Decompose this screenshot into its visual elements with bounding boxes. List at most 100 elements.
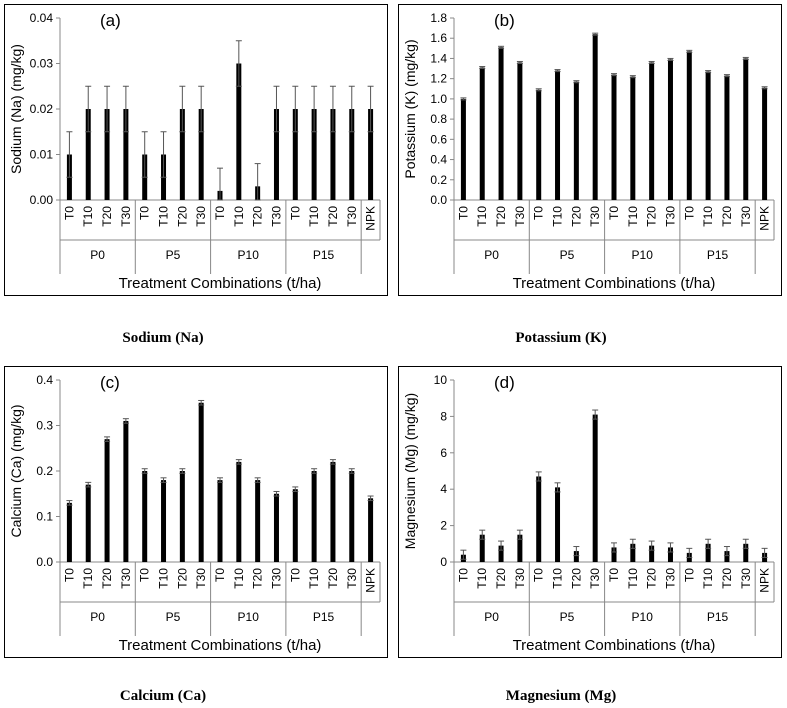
x-tick-label: T10 bbox=[81, 568, 95, 589]
y-tick-label: 0.02 bbox=[30, 102, 54, 116]
panel-label: (a) bbox=[100, 11, 121, 30]
bar bbox=[630, 76, 636, 200]
x-tick-label: T0 bbox=[532, 206, 546, 220]
x-tick-label: T20 bbox=[175, 206, 189, 227]
x-tick-label: T30 bbox=[513, 568, 527, 589]
x-tick-label: T20 bbox=[569, 206, 583, 227]
bar bbox=[311, 109, 317, 200]
x-tick-label: T0 bbox=[138, 206, 152, 220]
x-tick-label: T0 bbox=[138, 568, 152, 582]
bar bbox=[498, 47, 504, 201]
group-label: P5 bbox=[166, 610, 181, 624]
x-tick-label: NPK bbox=[364, 206, 378, 231]
group-label: P0 bbox=[484, 248, 499, 262]
y-tick-label: 8 bbox=[440, 409, 447, 423]
y-tick-label: 0.04 bbox=[30, 11, 54, 25]
bar bbox=[743, 58, 749, 200]
y-tick-label: 0 bbox=[440, 555, 447, 569]
bar bbox=[498, 545, 504, 562]
bar bbox=[66, 502, 72, 562]
x-tick-label: T0 bbox=[288, 568, 302, 582]
bar bbox=[273, 109, 279, 200]
y-tick-label: 0.4 bbox=[36, 373, 53, 387]
x-tick-label: T0 bbox=[62, 206, 76, 220]
chart-magnesium: 0 2 4 6 8 10 T0 T10 T20 T30 T0 T10 T20 T30 T0 T10 T20 T30… bbox=[398, 366, 782, 658]
x-tick-label: T20 bbox=[645, 206, 659, 227]
bar bbox=[536, 89, 542, 200]
bar bbox=[724, 75, 730, 200]
x-tick-label: T10 bbox=[701, 568, 715, 589]
x-tick-label: T30 bbox=[663, 568, 677, 589]
group-label: P10 bbox=[238, 248, 260, 262]
group-label: P10 bbox=[632, 610, 654, 624]
chart-calcium: 0.0 0.1 0.2 0.3 0.4 T0 T10 T20 T30 T0 T10 T20 T30 T0 T… bbox=[4, 366, 388, 658]
x-tick-label: T10 bbox=[307, 206, 321, 227]
group-label: P5 bbox=[560, 248, 575, 262]
group-label: P0 bbox=[90, 248, 105, 262]
x-tick-label: T0 bbox=[682, 206, 696, 220]
bar bbox=[142, 471, 148, 562]
bar bbox=[292, 109, 298, 200]
x-tick-label: T10 bbox=[551, 568, 565, 589]
bar bbox=[630, 543, 636, 562]
group-label: P0 bbox=[484, 610, 499, 624]
y-tick-label: 4 bbox=[440, 482, 447, 496]
x-tick-label: T0 bbox=[456, 206, 470, 220]
bar bbox=[368, 109, 374, 200]
x-tick-label: T20 bbox=[720, 568, 734, 589]
y-tick-label: 0.2 bbox=[36, 464, 53, 478]
bar bbox=[273, 493, 279, 562]
x-tick-label: NPK bbox=[758, 568, 772, 593]
bar bbox=[517, 62, 523, 200]
group-label: P15 bbox=[313, 248, 335, 262]
y-tick-label: 0.0 bbox=[36, 555, 53, 569]
y-tick-label: 10 bbox=[434, 373, 448, 387]
x-tick-label: T10 bbox=[626, 568, 640, 589]
group-label: P15 bbox=[707, 248, 729, 262]
x-tick-label: T10 bbox=[232, 206, 246, 227]
y-tick-label: 1.6 bbox=[430, 31, 447, 45]
x-tick-label: T30 bbox=[345, 206, 359, 227]
group-label: P10 bbox=[238, 610, 260, 624]
bar bbox=[161, 480, 167, 562]
bar bbox=[479, 67, 485, 200]
x-tick-label: T20 bbox=[569, 568, 583, 589]
x-tick-label: T0 bbox=[607, 206, 621, 220]
y-tick-label: 0.2 bbox=[430, 173, 447, 187]
bar bbox=[555, 487, 561, 562]
y-tick-label: 1.8 bbox=[430, 11, 447, 25]
bar bbox=[611, 547, 617, 562]
chart-frame bbox=[4, 4, 388, 296]
chart-potassium: 0.0 0.2 0.4 0.6 0.8 1.0 1.2 1.4 1.6 1.8 T0 T10 T20 T3… bbox=[398, 4, 782, 296]
bar bbox=[85, 484, 91, 562]
bar bbox=[762, 87, 768, 200]
x-tick-label: T20 bbox=[175, 568, 189, 589]
caption-potassium: Potassium (K) bbox=[515, 330, 607, 346]
x-tick-label: T30 bbox=[119, 206, 133, 227]
x-tick-label: T20 bbox=[251, 206, 265, 227]
bar bbox=[123, 420, 129, 562]
bar bbox=[573, 81, 579, 200]
bar bbox=[311, 471, 317, 562]
x-tick-label: T10 bbox=[157, 568, 171, 589]
x-tick-label: T20 bbox=[326, 206, 340, 227]
bar bbox=[179, 109, 185, 200]
y-tick-label: 0.1 bbox=[36, 510, 53, 524]
y-tick-label: 6 bbox=[440, 446, 447, 460]
bar bbox=[649, 545, 655, 562]
y-tick-label: 0.8 bbox=[430, 112, 447, 126]
x-tick-label: T10 bbox=[626, 206, 640, 227]
x-tick-label: T30 bbox=[663, 206, 677, 227]
caption-calcium: Calcium (Ca) bbox=[119, 688, 207, 704]
bar bbox=[592, 34, 598, 200]
group-label: P5 bbox=[166, 248, 181, 262]
x-tick-label: T0 bbox=[682, 568, 696, 582]
bar bbox=[349, 471, 355, 562]
group-label: P5 bbox=[560, 610, 575, 624]
x-tick-label: T30 bbox=[513, 206, 527, 227]
y-tick-label: 0.00 bbox=[30, 193, 54, 207]
bar bbox=[198, 402, 204, 562]
x-tick-label: T0 bbox=[532, 568, 546, 582]
x-axis-title: Treatment Combinations (t/ha) bbox=[513, 275, 716, 292]
x-tick-label: T30 bbox=[119, 568, 133, 589]
